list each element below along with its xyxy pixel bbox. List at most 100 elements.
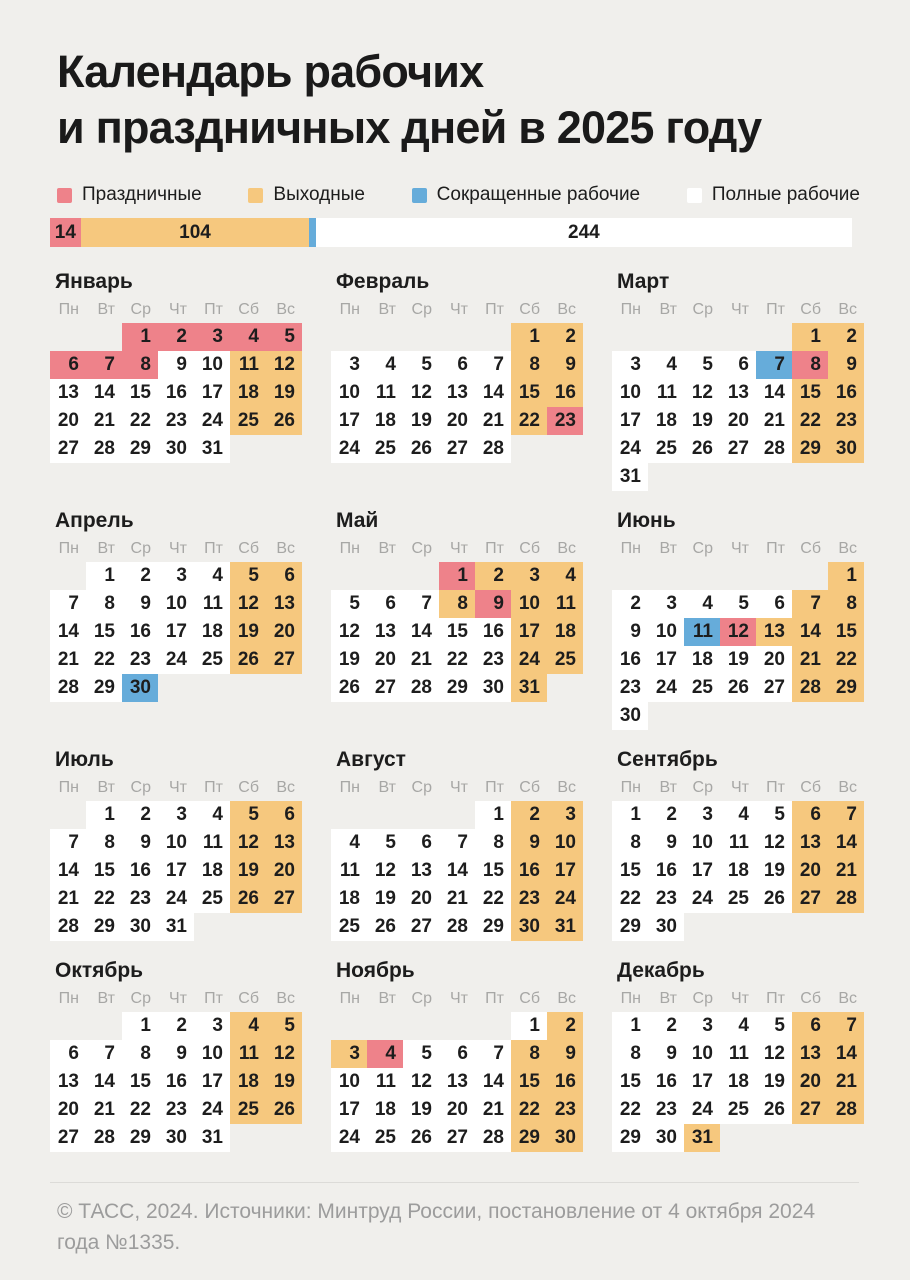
day-cell: 10: [158, 590, 194, 618]
day-cell: 5: [266, 1012, 302, 1040]
day-cell-empty: [403, 801, 439, 829]
weekday-header: Пт: [204, 779, 223, 796]
weekday-header-row: Пн Вт Ср Чт Пт Сб Вс: [331, 777, 583, 798]
short-swatch-icon: [411, 187, 427, 203]
day-cell: 16: [158, 1068, 194, 1096]
day-cell: 3: [331, 1040, 367, 1068]
day-cell: 7: [439, 829, 475, 857]
day-cell: 3: [331, 351, 367, 379]
weekday-header: Пт: [766, 990, 785, 1007]
day-cell: 29: [439, 674, 475, 702]
day-cell: 18: [648, 407, 684, 435]
days-grid: 1 2 3 4 5 6 7 8 9 10 11 12 13 14 15 16 17 18 19 20 21 22 23 24 2…: [50, 1012, 302, 1152]
day-cell: 8: [511, 1040, 547, 1068]
day-cell: 17: [684, 1068, 720, 1096]
day-cell: 11: [194, 590, 230, 618]
day-cell: 25: [331, 913, 367, 941]
day-cell: 8: [612, 829, 648, 857]
day-cell: 19: [403, 1096, 439, 1124]
day-cell: 29: [475, 913, 511, 941]
day-cell: 15: [511, 379, 547, 407]
weekday-header: Вт: [97, 779, 115, 796]
day-cell: 28: [475, 435, 511, 463]
day-cell: 26: [403, 435, 439, 463]
day-cell: 19: [756, 857, 792, 885]
day-cell: 19: [720, 646, 756, 674]
day-cell: 16: [648, 1068, 684, 1096]
day-cell: 21: [828, 857, 864, 885]
day-cell: 27: [403, 913, 439, 941]
month-april: Апрель Пн Вт Ср Чт Пт Сб Вс 1 2 3 4 5 6 7 8 9 10 11 12 13 14 1…: [50, 509, 302, 702]
day-cell: 21: [86, 407, 122, 435]
day-cell: 24: [194, 1096, 230, 1124]
day-cell: 13: [720, 379, 756, 407]
day-cell-empty: [648, 562, 684, 590]
weekday-header: Вт: [659, 779, 677, 796]
day-cell: 18: [194, 618, 230, 646]
weekday-header: Чт: [450, 301, 468, 318]
day-cell: 22: [122, 407, 158, 435]
day-cell: 15: [828, 618, 864, 646]
weekday-header: Вт: [97, 301, 115, 318]
day-cell: 15: [439, 618, 475, 646]
day-cell: 23: [158, 1096, 194, 1124]
weekday-header: Пн: [58, 301, 79, 318]
day-cell: 19: [230, 857, 266, 885]
day-cell: 12: [266, 351, 302, 379]
day-cell: 15: [511, 1068, 547, 1096]
day-cell: 8: [86, 829, 122, 857]
month-title: Июль: [55, 748, 114, 771]
day-cell: 28: [792, 674, 828, 702]
day-cell: 18: [230, 1068, 266, 1096]
day-cell: 5: [684, 351, 720, 379]
bar-segment-holiday: 14: [50, 218, 81, 247]
month-title: Март: [617, 270, 670, 293]
day-cell: 31: [194, 1124, 230, 1152]
day-cell-empty: [367, 801, 403, 829]
day-cell: 9: [511, 829, 547, 857]
weekday-header: Сб: [519, 301, 540, 318]
legend-item-holiday: Праздничные: [57, 184, 202, 206]
weekday-header: Ср: [411, 540, 432, 557]
day-cell: 16: [158, 379, 194, 407]
day-cell: 23: [828, 407, 864, 435]
day-cell: 25: [648, 435, 684, 463]
weekday-header: Вт: [659, 301, 677, 318]
day-cell: 15: [86, 857, 122, 885]
weekday-header: Пт: [485, 540, 504, 557]
day-cell: 13: [367, 618, 403, 646]
day-cell: 14: [439, 857, 475, 885]
day-cell: 22: [122, 1096, 158, 1124]
day-cell-empty: [720, 562, 756, 590]
day-cell: 10: [612, 379, 648, 407]
day-cell: 2: [547, 1012, 583, 1040]
day-cell: 24: [684, 1096, 720, 1124]
weekday-header: Чт: [731, 990, 749, 1007]
day-cell: 22: [439, 646, 475, 674]
day-cell: 14: [403, 618, 439, 646]
day-cell: 18: [194, 857, 230, 885]
day-cell: 26: [367, 913, 403, 941]
weekday-header: Вт: [659, 990, 677, 1007]
weekday-header-row: Пн Вт Ср Чт Пт Сб Вс: [331, 299, 583, 320]
day-cell: 4: [367, 351, 403, 379]
day-cell: 2: [158, 1012, 194, 1040]
day-cell: 5: [756, 801, 792, 829]
legend-item-short: Сокращенные рабочие: [411, 184, 640, 206]
day-cell: 28: [828, 885, 864, 913]
day-cell: 14: [50, 857, 86, 885]
day-cell: 21: [792, 646, 828, 674]
weekday-header: Пн: [339, 540, 360, 557]
day-cell: 27: [266, 646, 302, 674]
day-cell: 10: [547, 829, 583, 857]
day-cell: 8: [828, 590, 864, 618]
day-cell: 28: [828, 1096, 864, 1124]
day-cell: 11: [230, 351, 266, 379]
day-cell: 4: [720, 801, 756, 829]
day-cell: 13: [792, 1040, 828, 1068]
bar-value-holiday: 14: [54, 221, 76, 243]
day-cell: 16: [475, 618, 511, 646]
day-cell: 17: [194, 379, 230, 407]
day-cell: 30: [547, 1124, 583, 1152]
day-cell: 14: [828, 829, 864, 857]
